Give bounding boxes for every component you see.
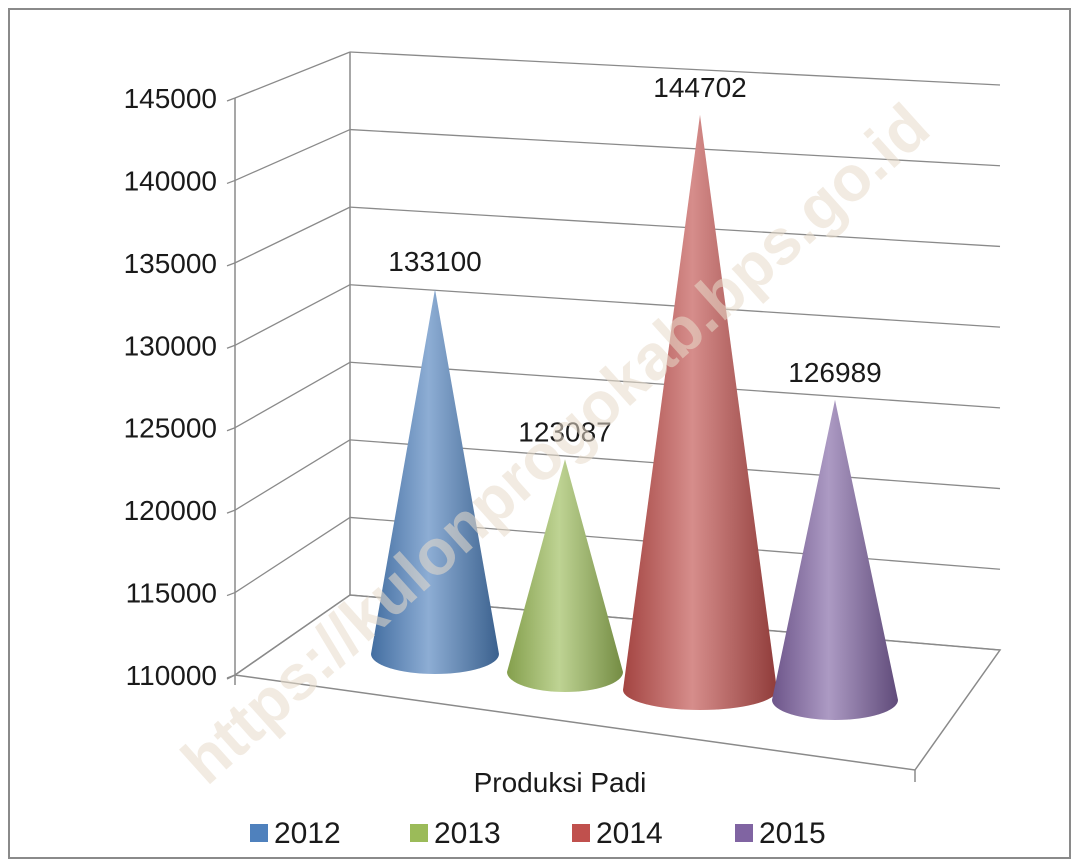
y-tick-mark (226, 509, 236, 514)
y-tick-mark (226, 344, 236, 349)
y-tick-mark (226, 97, 236, 102)
gridline-side (234, 128, 351, 182)
cones (371, 114, 898, 720)
legend-label-2014: 2014 (596, 817, 663, 850)
gridline-side (234, 206, 351, 264)
data-label-2013: 123087 (518, 416, 611, 447)
legend-swatch-2015 (735, 824, 753, 842)
y-tick-label: 145000 (124, 83, 217, 114)
chart-frame: 110000 115000 120000 125000 130000 135000 1400… (8, 8, 1071, 859)
legend-label-2015: 2015 (759, 817, 826, 850)
gridline-back (349, 206, 1001, 248)
gridline-side (234, 284, 351, 346)
data-labels: 133100 123087 144702 126989 (388, 72, 881, 447)
y-tick-label: 120000 (124, 495, 217, 526)
cone-2015 (772, 399, 898, 720)
gridline-back (349, 128, 1001, 167)
y-tick-label: 135000 (124, 248, 217, 279)
gridline-side (234, 439, 351, 511)
gridline-side (234, 361, 351, 429)
legend-label-2013: 2013 (434, 817, 501, 850)
legend-swatch-2012 (250, 824, 268, 842)
legend-swatch-2013 (410, 824, 428, 842)
gridline-side (234, 51, 351, 99)
gridline-side (234, 516, 351, 594)
gridline-back (349, 51, 1001, 86)
y-tick-label: 115000 (126, 578, 217, 609)
cone-chart: 110000 115000 120000 125000 130000 135000 1400… (124, 51, 1002, 850)
legend: 2012 2013 2014 2015 (250, 817, 826, 850)
gridline-side (234, 594, 351, 676)
y-tick-label: 125000 (124, 413, 217, 444)
data-label-2012: 133100 (388, 246, 481, 277)
y-tick-label: 130000 (124, 330, 217, 361)
legend-label-2012: 2012 (274, 817, 341, 850)
cone-2014 (623, 114, 777, 710)
cone-2013 (507, 459, 623, 692)
legend-swatch-2014 (572, 824, 590, 842)
y-tick-label: 110000 (126, 660, 217, 691)
x-category-label: Produksi Padi (474, 767, 647, 798)
y-tick-label: 140000 (124, 165, 217, 196)
cone-2012 (371, 289, 499, 674)
y-axis-ticks: 110000 115000 120000 125000 130000 135000 1400… (124, 83, 217, 691)
y-tick-mark (226, 427, 236, 432)
y-tick-mark (226, 674, 236, 679)
y-tick-mark (226, 262, 236, 267)
y-tick-mark (226, 591, 236, 597)
y-tick-mark (226, 179, 236, 185)
data-label-2014: 144702 (653, 72, 746, 103)
data-label-2015: 126989 (788, 357, 881, 388)
